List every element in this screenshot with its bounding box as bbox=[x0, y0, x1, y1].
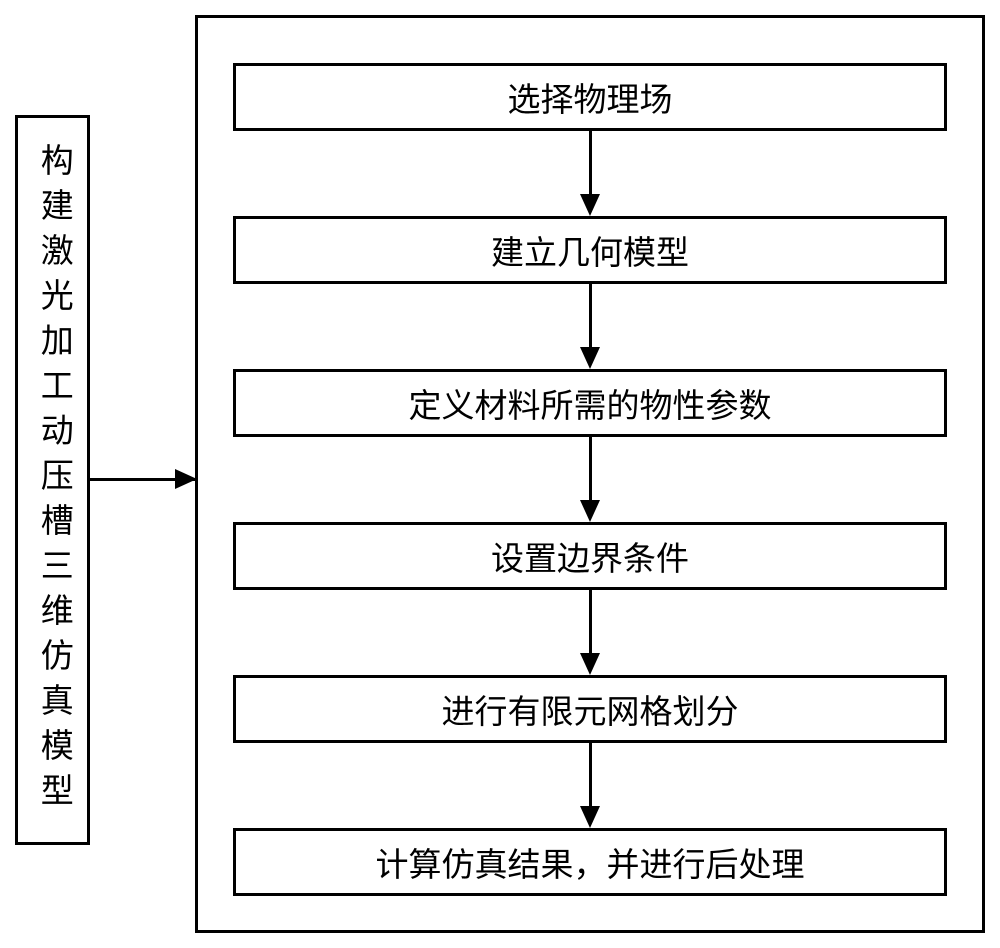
left-title-box: 构建激光加工动压槽三维仿真模型 bbox=[15, 115, 90, 845]
flowchart-diagram: 构建激光加工动压槽三维仿真模型 选择物理场 建立几何模型 定义材料所需的物性参数… bbox=[15, 15, 985, 933]
step-compute-postprocess: 计算仿真结果，并进行后处理 bbox=[233, 828, 947, 896]
step-label: 建立几何模型 bbox=[491, 226, 689, 274]
step-select-physics: 选择物理场 bbox=[233, 63, 947, 131]
steps-container: 选择物理场 建立几何模型 定义材料所需的物性参数 设置边界条件 进行有限 bbox=[195, 15, 985, 933]
left-title-text: 构建激光加工动压槽三维仿真模型 bbox=[33, 143, 73, 818]
step-label: 定义材料所需的物性参数 bbox=[409, 379, 772, 427]
step-label: 进行有限元网格划分 bbox=[442, 685, 739, 733]
step-boundary-conditions: 设置边界条件 bbox=[233, 522, 947, 590]
step-build-geometry: 建立几何模型 bbox=[233, 216, 947, 284]
step-label: 选择物理场 bbox=[508, 73, 673, 121]
arrow-down-icon bbox=[233, 284, 947, 369]
arrow-down-icon bbox=[233, 131, 947, 216]
arrow-down-icon bbox=[233, 590, 947, 675]
step-mesh: 进行有限元网格划分 bbox=[233, 675, 947, 743]
step-define-material: 定义材料所需的物性参数 bbox=[233, 369, 947, 437]
arrow-down-icon bbox=[233, 437, 947, 522]
arrow-down-icon bbox=[233, 743, 947, 828]
step-label: 计算仿真结果，并进行后处理 bbox=[376, 838, 805, 886]
step-label: 设置边界条件 bbox=[491, 532, 689, 580]
horizontal-connector-arrow bbox=[90, 478, 195, 481]
